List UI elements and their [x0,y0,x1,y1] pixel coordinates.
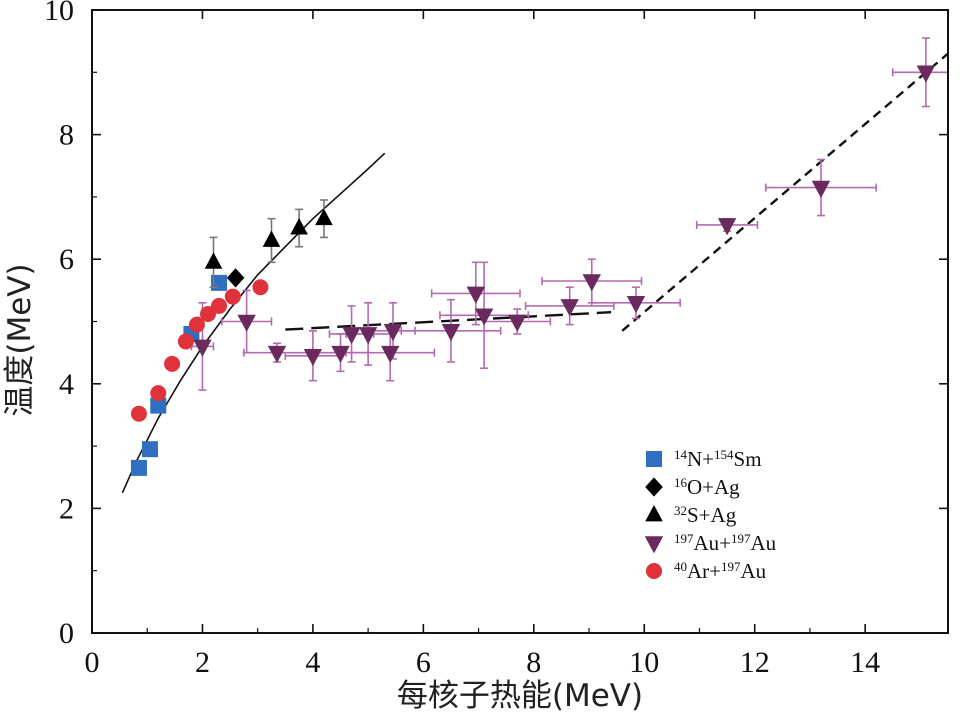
legend-label-text: O+Ag [687,475,740,499]
y-tick-label: 4 [59,368,74,401]
legend-label-superscript: 197 [731,531,751,546]
data-point-triangle-down [811,180,831,198]
legend-marker-triangle-up [645,505,663,522]
x-tick-label: 12 [740,646,770,679]
x-tick-label: 0 [85,646,100,679]
legend-label: 197Au+197Au [674,531,777,555]
x-tick-label: 4 [305,646,320,679]
fit-line-shortdash [621,52,948,332]
x-tick-label: 8 [526,646,541,679]
data-point-circle [211,297,228,314]
legend-label-superscript: 14 [674,447,688,462]
y-tick-label: 6 [59,243,74,276]
data-point-circle [224,288,241,305]
legend-marker-circle [646,563,662,579]
data-point-circle [177,333,194,350]
legend-label: 32S+Ag [674,503,737,527]
data-point-triangle-down [331,345,350,364]
data-point-circle [164,355,181,372]
fit-line-solid [121,152,386,494]
x-tick-label: 14 [850,646,880,679]
data-point-diamond [226,268,245,288]
legend: 14N+154Sm16O+Ag32S+Ag197Au+197Au40Ar+197… [644,447,777,583]
y-tick-label: 2 [59,492,74,525]
fit-line-longdash [285,311,612,331]
axes: 0 2 4 6 8 10 12 14 0 2 4 6 8 10 [44,0,949,679]
legend-label-text: Sm [734,447,762,471]
data-point-triangle-down [560,299,579,317]
legend-label-text: Au+ [694,531,732,555]
data-point-square [150,397,167,414]
data-point-triangle-down [267,345,287,364]
legend-marker-triangle-down [644,536,664,554]
legend-label: 16O+Ag [674,475,740,499]
data-point-circle [252,279,269,296]
legend-label-superscript: 197 [721,559,741,574]
y-tick-label: 0 [59,617,74,650]
y-axis-title: 温度(MeV) [2,263,38,416]
legend-label-superscript: 16 [674,475,688,490]
data-point-triangle-up [315,208,333,226]
legend-marker-square [646,451,662,467]
data-point-triangle-up [204,252,223,269]
data-point-triangle-down [303,348,323,367]
data-point-triangle-down [626,296,646,314]
data-point-triangle-down [358,327,378,345]
y-tick-label: 8 [59,119,74,152]
x-axis-title: 每核子热能(MeV) [397,678,643,714]
y-tick-label: 10 [44,0,74,27]
x-tick-label: 10 [629,646,659,679]
data-point-circle [150,385,167,402]
x-tick-label: 6 [416,646,431,679]
data-point-triangle-down [474,308,494,326]
data-point-triangle-down [441,324,461,342]
data-point-triangle-down [466,286,486,304]
legend-marker-diamond [645,477,663,497]
data-point-triangle-down [717,218,737,236]
legend-label-superscript: 40 [674,559,687,574]
data-point-circle [199,306,216,323]
data-point-circle [188,316,205,333]
legend-label-text: Au [741,559,767,583]
data-point-triangle-down [383,324,403,342]
plot-area [121,37,948,494]
x-tick-label: 2 [195,646,210,679]
data-point-triangle-down [342,327,361,345]
legend-label: 14N+154Sm [674,447,762,471]
data-point-triangle-down [916,65,936,83]
legend-label: 40Ar+197Au [674,559,767,583]
data-point-triangle-down [582,274,601,292]
legend-label-text: Ar+ [687,559,721,583]
data-point-square [141,441,158,458]
data-point-square [130,459,147,476]
data-point-circle [130,405,147,422]
data-point-triangle-down [508,314,527,332]
legend-label-text: N+ [687,447,714,471]
data-point-triangle-down [193,339,212,357]
legend-label-superscript: 197 [674,531,694,546]
data-point-triangle-down [237,314,256,332]
data-point-triangle-up [290,218,308,235]
legend-label-superscript: 32 [674,503,687,518]
legend-label-superscript: 154 [714,447,734,462]
legend-label-text: S+Ag [687,503,737,527]
legend-label-text: Au [751,531,777,555]
data-point-triangle-up [262,230,281,247]
data-point-triangle-down [381,345,400,364]
